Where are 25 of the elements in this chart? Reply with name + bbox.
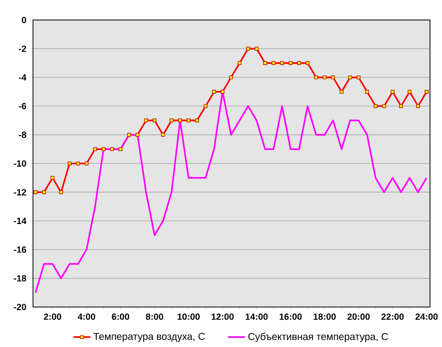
y-tick-label: -10 bbox=[14, 160, 26, 167]
y-tick-label: -16 bbox=[14, 246, 26, 253]
y-tick-label: -18 bbox=[14, 275, 26, 282]
y-tick-label: -20 bbox=[14, 304, 26, 310]
x-tick-label: 24:00 bbox=[415, 314, 438, 320]
y-tick-label: -8 bbox=[18, 132, 26, 138]
x-tick-label: 22:00 bbox=[381, 314, 404, 320]
x-tick-label: 8:00 bbox=[146, 314, 164, 320]
x-tick-label: 10:00 bbox=[178, 314, 200, 320]
y-tick-label: -14 bbox=[14, 218, 26, 224]
x-tick-label: 20:00 bbox=[347, 314, 370, 320]
x-tick-label: 6:00 bbox=[112, 314, 130, 320]
x-tick-label: 2:00 bbox=[44, 314, 62, 320]
y-tick-label: -12 bbox=[14, 189, 26, 196]
y-tick-label: -4 bbox=[18, 74, 26, 80]
x-tick-label: 14:00 bbox=[246, 314, 268, 320]
legend-label: Температура воздуха, C bbox=[93, 332, 205, 342]
x-tick-label: 12:00 bbox=[212, 314, 234, 320]
legend-label: Субъективная температура, C bbox=[248, 332, 388, 342]
y-tick-label: -6 bbox=[18, 102, 26, 110]
x-tick-label: 18:00 bbox=[314, 314, 336, 320]
y-tick-label: -2 bbox=[18, 46, 26, 52]
x-tick-label: 16:00 bbox=[280, 314, 302, 320]
y-tick-label: 0 bbox=[22, 16, 26, 24]
x-tick-label: 4:00 bbox=[78, 314, 96, 320]
